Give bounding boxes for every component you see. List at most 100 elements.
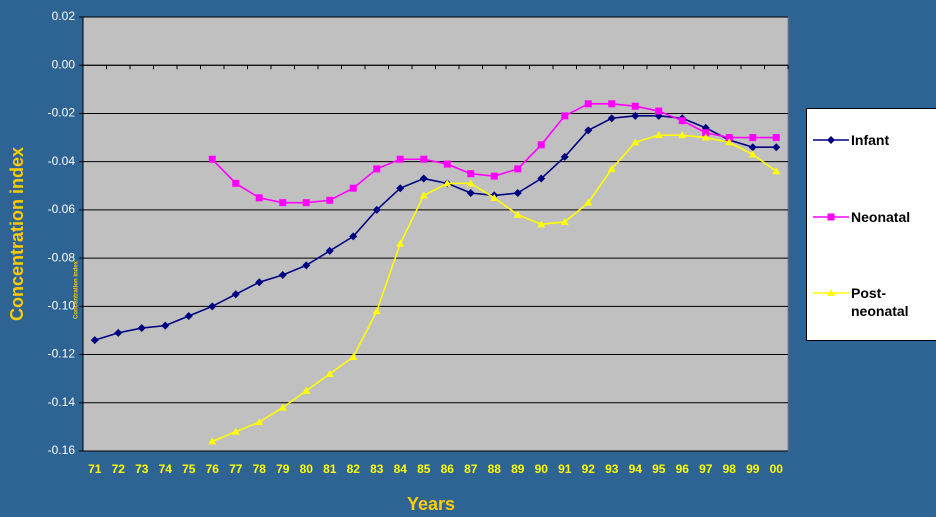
marker	[255, 418, 264, 426]
marker	[231, 427, 240, 435]
marker	[443, 160, 451, 168]
marker	[655, 107, 663, 115]
marker	[349, 232, 358, 241]
x-tick-label: 97	[699, 462, 713, 476]
legend-swatch	[813, 289, 849, 296]
x-tick-label: 89	[511, 462, 525, 476]
marker	[466, 189, 475, 198]
marker	[678, 117, 686, 125]
x-tick-label: 93	[605, 462, 619, 476]
legend-label: Neonatal	[851, 209, 911, 225]
x-tick-label: 79	[276, 462, 290, 476]
marker	[420, 155, 428, 163]
y-tick-label: -0.06	[48, 202, 76, 216]
marker	[537, 174, 546, 183]
x-tick-label: 86	[441, 462, 455, 476]
marker	[184, 311, 193, 320]
marker	[231, 290, 240, 299]
y-tick-label: -0.04	[48, 154, 76, 168]
x-tick-label: 85	[417, 462, 431, 476]
marker	[114, 328, 123, 337]
marker	[725, 138, 734, 146]
marker	[772, 134, 780, 142]
marker	[349, 184, 357, 192]
marker	[208, 155, 216, 163]
marker	[584, 100, 592, 108]
legend: Infant Neonatal Post-neonatal	[806, 108, 936, 341]
marker	[631, 138, 640, 146]
marker	[396, 155, 404, 163]
marker	[560, 152, 569, 161]
marker	[372, 307, 381, 315]
marker	[560, 217, 569, 225]
marker	[631, 102, 639, 110]
marker	[325, 369, 334, 377]
marker	[513, 189, 522, 198]
marker	[654, 131, 663, 139]
x-tick-label: 99	[746, 462, 760, 476]
x-tick-label: 80	[300, 462, 314, 476]
y-axis-title: Concentration index	[7, 147, 27, 321]
y-tick-label: -0.16	[48, 443, 76, 457]
x-tick-label: 76	[206, 462, 220, 476]
marker	[678, 131, 687, 139]
marker	[748, 143, 757, 152]
x-tick-label: 84	[394, 462, 408, 476]
marker	[208, 302, 217, 311]
marker	[396, 239, 405, 247]
x-tick-label: 75	[182, 462, 196, 476]
marker	[372, 205, 381, 214]
marker	[466, 179, 475, 187]
x-tick-label: 82	[347, 462, 361, 476]
x-tick-label: 83	[370, 462, 384, 476]
x-tick-label: 74	[159, 462, 173, 476]
legend-label: Post-neonatal	[851, 285, 909, 319]
marker	[584, 198, 593, 206]
x-tick-label: 95	[652, 462, 666, 476]
y-tick-label: -0.14	[48, 395, 76, 409]
marker	[827, 213, 835, 221]
x-tick-label: 87	[464, 462, 478, 476]
marker	[490, 172, 498, 180]
legend-swatch	[813, 213, 849, 221]
marker	[349, 352, 358, 360]
marker	[467, 170, 475, 178]
marker	[513, 210, 522, 218]
x-axis-title: Years	[407, 494, 455, 514]
marker	[749, 134, 757, 142]
marker	[701, 123, 710, 132]
legend-item: Post-neonatal	[811, 284, 935, 320]
x-tick-label: 94	[629, 462, 643, 476]
marker	[419, 174, 428, 183]
x-tick-label: 72	[112, 462, 126, 476]
marker	[537, 220, 546, 228]
marker	[161, 321, 170, 330]
marker	[90, 336, 99, 345]
marker	[748, 150, 757, 158]
y-axis-title-small: Concentration index	[74, 260, 80, 319]
legend-label: Infant	[851, 132, 890, 148]
marker	[827, 289, 835, 296]
marker	[208, 437, 217, 445]
marker	[701, 133, 710, 141]
marker	[443, 179, 452, 187]
marker	[278, 270, 287, 279]
x-tick-label: 71	[88, 462, 102, 476]
marker	[232, 179, 240, 187]
y-tick-label: 0.00	[52, 57, 76, 71]
marker	[514, 165, 522, 173]
y-tick-label: -0.08	[48, 250, 76, 264]
marker	[490, 193, 499, 201]
y-tick-label: -0.02	[48, 106, 76, 120]
x-tick-label: 73	[135, 462, 149, 476]
x-tick-label: 98	[723, 462, 737, 476]
x-tick-label: 91	[558, 462, 572, 476]
x-tick-label: 00	[770, 462, 784, 476]
marker	[326, 196, 334, 204]
x-tick-label: 81	[323, 462, 337, 476]
x-tick-label: 78	[253, 462, 267, 476]
x-tick-label: 77	[229, 462, 243, 476]
marker	[325, 246, 334, 255]
